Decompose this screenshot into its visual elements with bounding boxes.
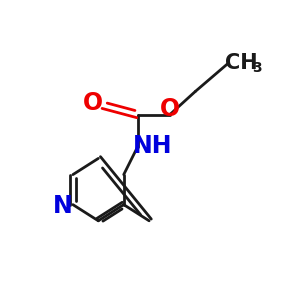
Text: NH: NH xyxy=(133,134,172,158)
Text: CH: CH xyxy=(225,52,258,73)
Text: 3: 3 xyxy=(252,61,261,75)
Text: O: O xyxy=(160,97,180,121)
Text: O: O xyxy=(82,91,103,115)
Text: N: N xyxy=(52,194,72,218)
